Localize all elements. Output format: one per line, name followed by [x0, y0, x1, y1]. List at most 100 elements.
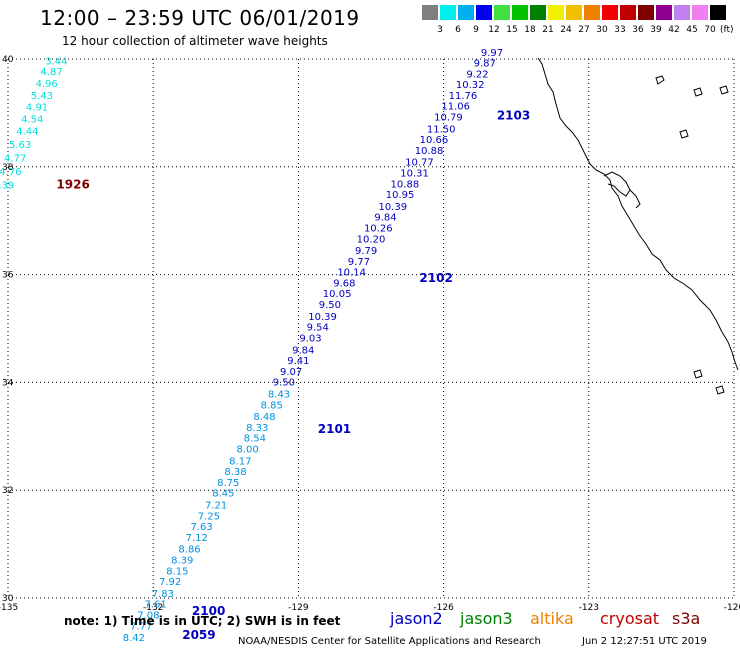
legend-label: 33 — [614, 25, 626, 35]
wave-height-value: 3.44 — [45, 56, 67, 67]
wave-height-value: 9.07 — [280, 367, 302, 378]
legend-swatch — [692, 5, 708, 20]
latitude-tick-label: 30 — [2, 594, 14, 604]
map-subtitle: 12 hour collection of altimeter wave hei… — [62, 34, 328, 48]
wave-height-value: 4.91 — [26, 103, 48, 114]
legend-label: 12 — [488, 25, 500, 35]
wave-height-value: 8.42 — [123, 633, 145, 644]
wave-height-value: 8.17 — [229, 456, 251, 467]
wave-height-value: 7.25 — [198, 511, 220, 522]
latitude-tick-label: 32 — [2, 486, 13, 496]
legend-label: 15 — [506, 25, 518, 35]
legend-swatch — [548, 5, 564, 20]
wave-height-value: 7.77 — [130, 621, 152, 632]
wave-height-value: 8.85 — [261, 400, 283, 411]
satellite-jason2: jason2 — [390, 609, 443, 628]
legend-label: 30 — [596, 25, 608, 35]
pass-time-label: 2103 — [497, 108, 530, 122]
legend-swatch — [674, 5, 690, 20]
generated-timestamp: Jun 2 12:27:51 UTC 2019 — [582, 636, 707, 647]
legend-label: 27 — [578, 25, 590, 35]
legend-label: 3 — [437, 25, 443, 35]
wave-height-value: 9.77 — [348, 257, 370, 268]
island-5 — [715, 385, 725, 395]
wave-height-value: 9.50 — [273, 378, 295, 389]
latitude-tick-label: 40 — [2, 55, 14, 65]
legend-swatch — [566, 5, 582, 20]
wave-height-value: 8.43 — [268, 389, 290, 400]
wave-height-value: 5.39 — [0, 180, 14, 191]
legend-unit: (ft) — [720, 25, 734, 35]
wave-height-value: 10.66 — [420, 135, 449, 146]
wave-height-value: 10.79 — [434, 112, 463, 123]
satellite-altika: altika — [530, 609, 574, 628]
wave-height-value: 9.22 — [466, 69, 488, 80]
satellite-cryosat: cryosat — [600, 609, 660, 628]
legend-swatch — [422, 5, 438, 20]
wave-height-value: 9.84 — [374, 213, 396, 224]
wave-height-value: 10.88 — [391, 179, 420, 190]
wave-height-value: 10.32 — [456, 80, 485, 91]
island-6 — [693, 369, 703, 379]
wave-height-value: 7.12 — [186, 533, 208, 544]
legend-swatch — [494, 5, 510, 20]
california-coastline — [537, 57, 739, 395]
axis-tick-labels: -135 -132 -129 -126 -123 -120 40 38 36 34 32 30 — [0, 55, 740, 613]
legend-swatch — [530, 5, 546, 20]
wave-height-value: 8.15 — [166, 566, 188, 577]
latitude-tick-label: 34 — [2, 378, 14, 388]
wave-height-value: 10.05 — [323, 289, 352, 300]
legend-label: 42 — [668, 25, 680, 35]
wave-height-value: 8.86 — [178, 545, 200, 556]
wave-height-value: 5.63 — [9, 140, 31, 151]
wave-height-value: 4.54 — [21, 115, 43, 126]
pass-labels: 1926 2103 2102 2101 2100 2059 — [56, 108, 530, 642]
longitude-tick-label: -123 — [579, 603, 599, 613]
satellite-s3a: s3a — [672, 609, 701, 628]
latitude-tick-label: 36 — [2, 271, 14, 281]
pass-time-label: 2059 — [182, 628, 215, 642]
wave-height-value: 9.03 — [299, 333, 321, 344]
legend-label: 9 — [473, 25, 479, 35]
legend-swatch — [440, 5, 456, 20]
wave-height-value: 11.06 — [441, 102, 470, 113]
legend-label: 36 — [632, 25, 644, 35]
legend-label: 39 — [650, 25, 662, 35]
wave-height-value: 5.43 — [31, 91, 53, 102]
coastline-path — [537, 57, 739, 371]
wave-height-value: 4.96 — [36, 79, 58, 90]
longitude-tick-label: -132 — [143, 603, 163, 613]
legend-swatch — [512, 5, 528, 20]
legend-swatch — [710, 5, 726, 20]
wave-height-value: 10.39 — [308, 312, 337, 323]
longitude-tick-label: -126 — [433, 603, 454, 613]
legend-label: 6 — [455, 25, 461, 35]
island-2 — [693, 87, 703, 97]
map-title: 12:00 – 23:59 UTC 06/01/2019 — [40, 6, 360, 30]
wave-height-value: 7.61 — [144, 600, 166, 611]
bay-inlet-path — [629, 189, 641, 209]
legend-swatch — [602, 5, 618, 20]
latitude-tick-label: 38 — [2, 163, 14, 173]
wave-height-value: 9.84 — [292, 345, 314, 356]
wave-height-value: 10.77 — [405, 158, 434, 169]
footer-note: note: 1) Time is in UTC; 2) SWH is in fe… — [64, 614, 341, 628]
credit-line: NOAA/NESDIS Center for Satellite Applica… — [238, 636, 541, 647]
wave-height-value: 10.14 — [337, 268, 366, 279]
wave-height-value: 8.33 — [246, 423, 268, 434]
legend-label: 24 — [560, 25, 572, 35]
wave-height-value: 4.77 — [4, 153, 26, 164]
island-1 — [655, 75, 665, 85]
wave-height-value: 11.50 — [427, 124, 456, 135]
wave-height-value: 10.31 — [400, 169, 429, 180]
bay-path — [603, 171, 631, 197]
longitude-tick-label: -135 — [0, 603, 18, 613]
longitude-tick-label: -129 — [288, 603, 309, 613]
lat-lon-grid — [7, 58, 735, 599]
legend-label: 70 — [704, 25, 716, 35]
pass-time-label: 2101 — [318, 422, 351, 436]
pass-time-label: 1926 — [56, 177, 89, 191]
wave-height-value: 7.83 — [152, 589, 174, 600]
wave-height-value: 10.88 — [415, 146, 444, 157]
